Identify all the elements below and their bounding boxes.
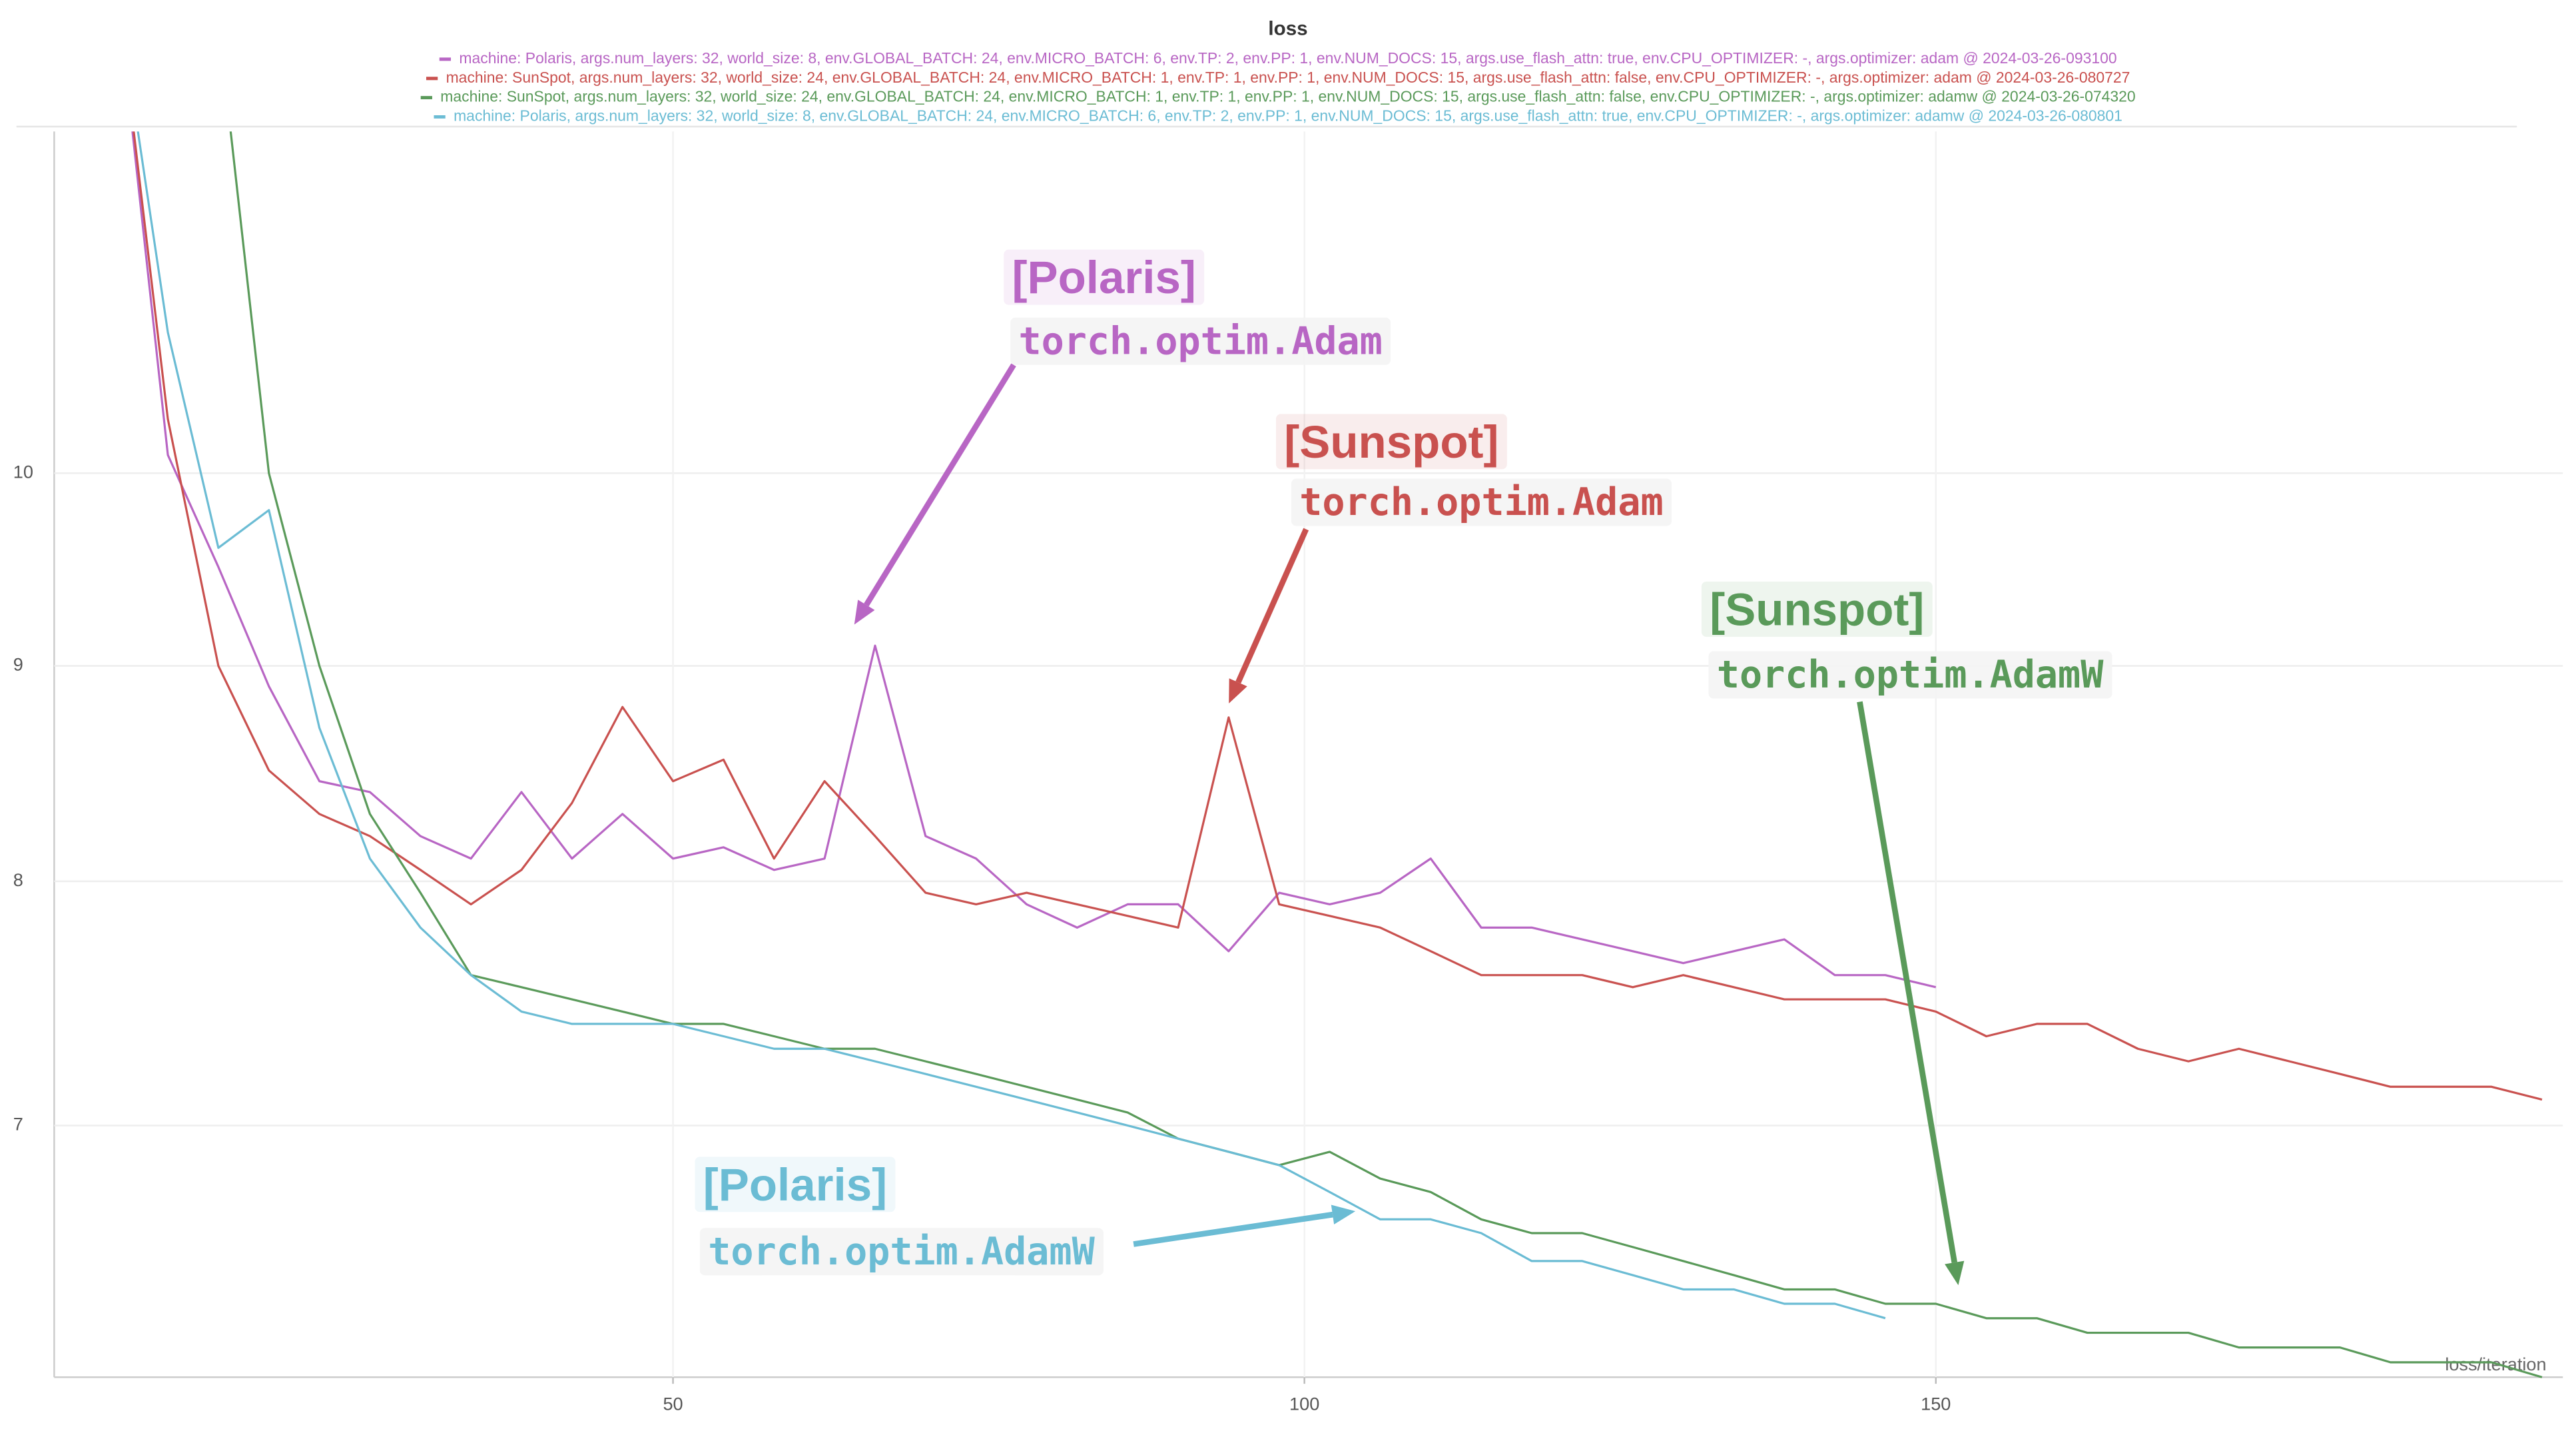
legend-label: machine: Polaris, args.num_layers: 32, w… <box>459 49 2116 67</box>
annotation-bg <box>1010 317 1391 365</box>
annotation-bg <box>1275 414 1507 470</box>
annotation-arrow <box>1857 701 1957 1263</box>
annotation-bg <box>1701 581 1933 637</box>
y-tick-label: 7 <box>13 1114 23 1135</box>
annotation-arrowhead <box>854 600 875 625</box>
annotation-arrow <box>864 363 1016 607</box>
series-line <box>229 131 2543 1378</box>
y-tick-label: 10 <box>13 461 33 482</box>
chart-title: loss <box>1268 17 1307 39</box>
annotation-bg <box>695 1157 896 1212</box>
annotation-title: [Sunspot] <box>1710 583 1924 635</box>
annotation-arrowhead <box>1229 678 1247 704</box>
series-line <box>133 131 2543 1101</box>
annotation-title: [Polaris] <box>1012 251 1196 303</box>
annotation-bg <box>1291 478 1672 526</box>
x-tick-label: 50 <box>663 1393 683 1414</box>
legend-label: machine: Polaris, args.num_layers: 32, w… <box>454 107 2122 125</box>
annotation-arrow <box>1133 1211 1333 1247</box>
annotation-title: [Polaris] <box>703 1159 887 1210</box>
annotation-bg <box>699 1228 1104 1276</box>
series-line <box>137 131 1886 1320</box>
annotation-subtitle: torch.optim.Adam <box>1018 319 1382 363</box>
x-tick-label: 150 <box>1921 1393 1951 1414</box>
y-tick-label: 8 <box>13 869 23 890</box>
annotation-arrowhead <box>1945 1260 1965 1286</box>
annotation-arrowhead <box>1331 1204 1356 1224</box>
x-tick-label: 100 <box>1289 1393 1319 1414</box>
annotation-bg <box>1004 249 1205 305</box>
series-line <box>131 131 1937 989</box>
annotation-bg <box>1708 651 2112 699</box>
legend-label: machine: SunSpot, args.num_layers: 32, w… <box>446 69 2130 86</box>
annotation-subtitle: torch.optim.AdamW <box>1717 653 2104 697</box>
annotation-arrow <box>1235 528 1309 684</box>
plot <box>131 131 2543 1378</box>
annotation-title: [Sunspot] <box>1284 416 1498 468</box>
annotation-subtitle: torch.optim.Adam <box>1299 480 1663 524</box>
y-tick-label: 9 <box>13 654 23 675</box>
legend-label: machine: SunSpot, args.num_layers: 32, w… <box>440 88 2135 105</box>
annotations: [Polaris] torch.optim.Adam [Sunspot] torch.… <box>695 249 2112 1286</box>
annotation-subtitle: torch.optim.AdamW <box>708 1230 1095 1274</box>
